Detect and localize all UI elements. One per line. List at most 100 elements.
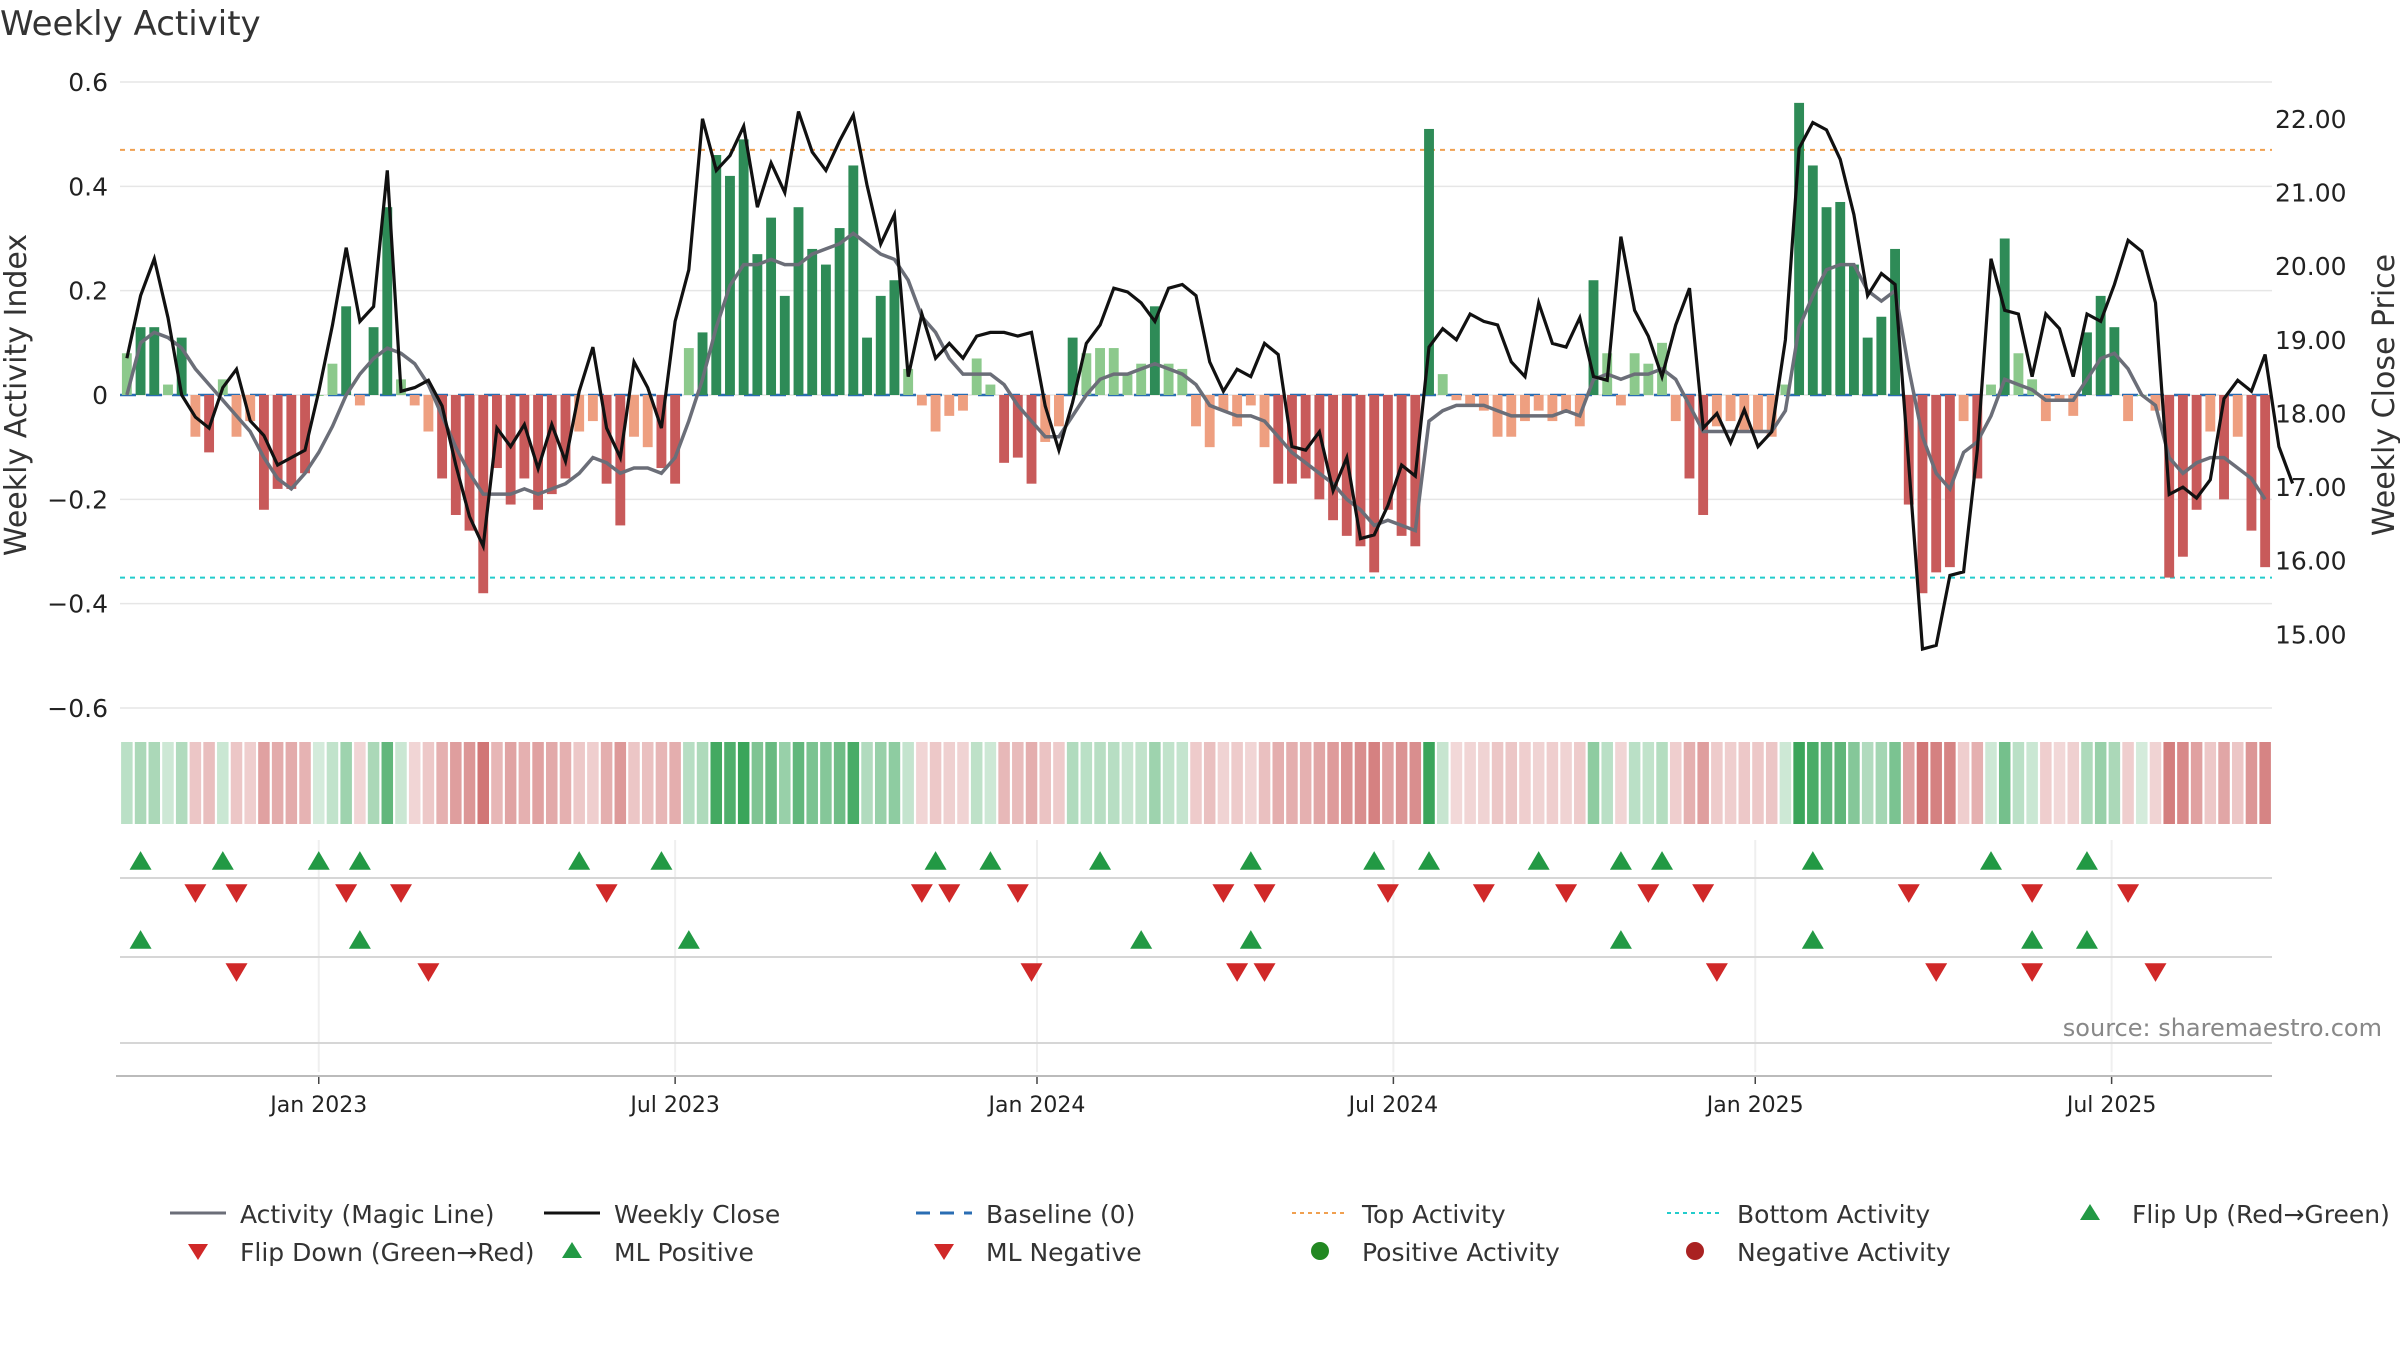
activity-bar xyxy=(1766,395,1777,437)
heat-cell xyxy=(1505,742,1518,824)
activity-bar xyxy=(341,306,352,395)
heat-cell xyxy=(148,742,161,824)
activity-bar xyxy=(354,395,365,406)
heat-cell xyxy=(1985,742,1997,824)
activity-bar xyxy=(1753,395,1763,432)
activity-bar xyxy=(327,363,338,395)
heat-cell xyxy=(1752,742,1764,824)
heat-cell xyxy=(806,742,818,824)
heat-cell xyxy=(1601,742,1613,824)
heat-cell xyxy=(2149,742,2162,824)
heat-cell xyxy=(2204,742,2217,824)
heat-cell xyxy=(1203,742,1216,824)
activity-bar xyxy=(382,207,393,395)
legend-swatch-icon xyxy=(1311,1242,1329,1260)
heat-cell xyxy=(1108,742,1120,824)
legend-swatch-icon xyxy=(1686,1242,1704,1260)
activity-bar xyxy=(752,254,763,395)
y-axis-title: Weekly Activity Index xyxy=(0,234,34,556)
y-right-axis-title: Weekly Close Price xyxy=(2367,254,2400,536)
activity-bar xyxy=(1725,395,1736,422)
heat-cell xyxy=(559,742,572,824)
activity-bar xyxy=(1328,395,1339,521)
legend-swatch-icon xyxy=(170,1211,226,1215)
activity-bar xyxy=(2095,295,2106,395)
legend-swatch-icon xyxy=(2080,1204,2100,1220)
y-tick-label: 0.2 xyxy=(68,277,108,306)
heat-cell xyxy=(354,742,366,824)
heat-cell xyxy=(1395,742,1408,824)
flip-down-marker xyxy=(1897,884,1920,903)
legend-item: Activity (Magic Line) xyxy=(168,1200,494,1231)
flip-up-marker xyxy=(1651,851,1674,870)
heat-cell xyxy=(2012,742,2025,824)
activity-bar xyxy=(958,395,968,411)
heat-cell xyxy=(737,742,750,824)
legend-swatch xyxy=(542,1201,602,1231)
activity-bar xyxy=(1218,395,1229,411)
legend-item: Positive Activity xyxy=(1290,1238,1560,1269)
heat-cell xyxy=(916,742,928,824)
ml-positive-marker xyxy=(129,930,152,949)
activity-bar xyxy=(2205,395,2216,432)
heat-cell xyxy=(710,742,723,824)
heat-cell xyxy=(2163,742,2175,824)
y-tick-label: 0 xyxy=(92,381,108,410)
activity-bar xyxy=(1944,395,1955,568)
heat-cell xyxy=(1903,742,1915,824)
heat-cell xyxy=(463,742,476,824)
flip-up-marker xyxy=(307,851,330,870)
heat-cell xyxy=(1807,742,1819,824)
legend-label: Baseline (0) xyxy=(986,1200,1136,1229)
heat-cell xyxy=(1875,742,1888,824)
heat-cell xyxy=(2067,742,2080,824)
heat-cell xyxy=(1916,742,1929,824)
activity-bar xyxy=(930,395,941,432)
heat-cell xyxy=(2245,742,2258,824)
heat-cell xyxy=(1574,742,1586,824)
activity-bar xyxy=(1204,395,1215,448)
activity-bar xyxy=(1574,395,1585,427)
legend-swatch xyxy=(1665,1239,1725,1269)
signal-markers xyxy=(129,851,2167,982)
heat-cell xyxy=(244,742,256,824)
activity-bar xyxy=(1382,395,1393,510)
heat-cell xyxy=(1464,742,1476,824)
flip-down-marker xyxy=(1376,884,1399,903)
x-tick-label: Jan 2025 xyxy=(1705,1093,1804,1118)
y-tick-label: −0.2 xyxy=(47,485,108,514)
legend-item: Bottom Activity xyxy=(1665,1200,1930,1231)
heat-cell xyxy=(271,742,284,824)
heat-cell xyxy=(1176,742,1189,824)
heat-cell xyxy=(1258,742,1271,824)
activity-bar xyxy=(766,217,777,395)
flip-up-marker xyxy=(650,851,673,870)
activity-bar xyxy=(1821,207,1832,395)
heat-cell xyxy=(381,742,394,824)
activity-bar xyxy=(834,228,845,395)
activity-bar xyxy=(2123,395,2134,422)
heat-cell xyxy=(1519,742,1531,824)
heat-cell xyxy=(162,742,174,824)
heat-cell xyxy=(874,742,887,824)
chart-title: Weekly Activity xyxy=(0,4,261,44)
y-right-tick-label: 18.00 xyxy=(2275,399,2347,428)
activity-bar xyxy=(779,295,790,395)
activity-bar xyxy=(820,264,831,395)
legend-label: ML Positive xyxy=(614,1238,754,1267)
heat-cell xyxy=(1245,742,1257,824)
legend-label: Bottom Activity xyxy=(1737,1200,1931,1229)
activity-bar xyxy=(2150,395,2161,411)
legend-swatch-icon xyxy=(188,1244,208,1260)
heat-cell xyxy=(1382,742,1394,824)
heat-cell xyxy=(984,742,997,824)
activity-bar xyxy=(1698,395,1709,515)
flip-up-marker xyxy=(979,851,1002,870)
activity-bar xyxy=(423,395,434,432)
heat-cell xyxy=(408,742,421,824)
heat-cell xyxy=(888,742,901,824)
heat-cell xyxy=(614,742,627,824)
activity-bar xyxy=(2054,395,2065,401)
activity-bar xyxy=(437,395,448,479)
heat-cell xyxy=(600,742,613,824)
